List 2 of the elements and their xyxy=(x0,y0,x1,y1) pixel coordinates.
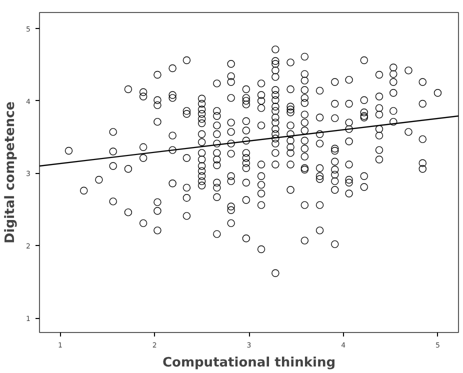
y-axis-title: Digital competence xyxy=(3,101,18,244)
x-axis-title: Computational thinking xyxy=(162,356,336,370)
